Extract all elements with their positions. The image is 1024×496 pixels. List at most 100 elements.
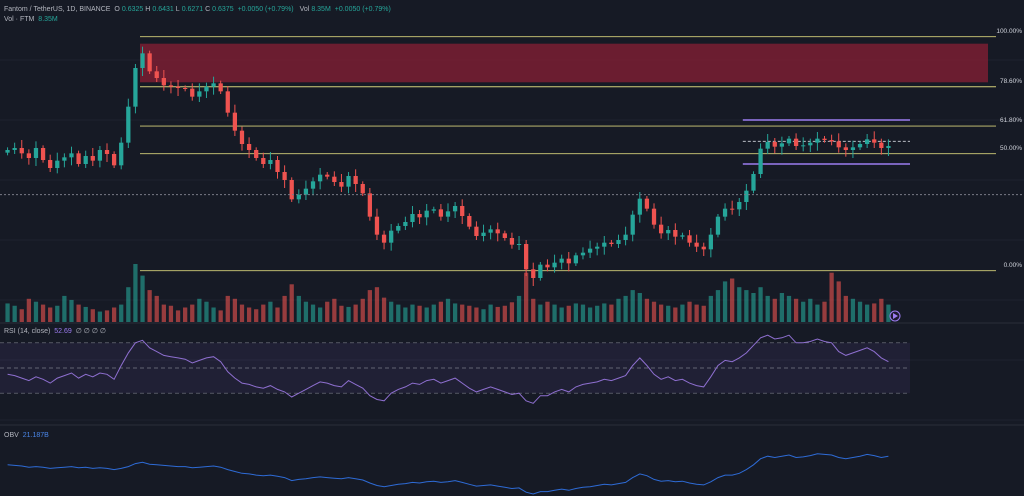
rsi-pane (0, 334, 910, 404)
volume-bar (12, 305, 17, 322)
candle-body (730, 208, 735, 210)
grid-lines (0, 59, 1024, 426)
ohlc-value: 0.6431 (152, 6, 174, 13)
replay-marker-icon[interactable] (889, 310, 901, 322)
supply-zone-rect[interactable] (140, 43, 988, 83)
volume-bar (865, 304, 870, 322)
volume-bar (374, 287, 380, 322)
volume-bar (40, 304, 46, 322)
volume-bar (452, 303, 458, 322)
volume-bar (211, 307, 216, 322)
candle-body (339, 182, 344, 187)
candle-body (97, 150, 103, 161)
volume-bar (502, 305, 507, 322)
candle-body (225, 91, 230, 113)
candle-body (857, 144, 863, 148)
volume-bar (687, 301, 692, 322)
candle-body (438, 209, 444, 217)
volume-bar (850, 298, 856, 322)
candle-body (40, 148, 46, 160)
volume-bar (516, 295, 522, 322)
volume-bar (580, 304, 586, 322)
candle-body (76, 153, 81, 164)
fib-level-label: 78.60% (999, 77, 1022, 85)
candle-body (232, 112, 238, 131)
volume-bar (175, 310, 181, 322)
volume-bar (204, 301, 209, 322)
candle-body (538, 264, 543, 278)
volume-bar (793, 298, 799, 322)
volume-bar (701, 305, 706, 322)
range-channel[interactable] (742, 119, 910, 165)
candle-body (254, 150, 259, 158)
volume-bar (637, 293, 642, 322)
volume-bar (438, 301, 444, 322)
candle-body (12, 148, 17, 150)
volume-bar (708, 295, 713, 322)
volume-bar (62, 295, 67, 322)
volume-bar (403, 307, 408, 322)
volume-bar (573, 303, 579, 322)
symbol-title[interactable]: Fantom / TetherUS, 1D, BINANCE (4, 6, 111, 13)
candle-body (211, 83, 216, 87)
volume-bar (325, 301, 330, 322)
candle-body (246, 144, 252, 150)
volume-bar (168, 305, 174, 322)
obv-label[interactable]: OBV (4, 432, 19, 439)
candle-body (623, 234, 628, 240)
volume-bar (836, 281, 841, 322)
candle-body (758, 148, 763, 174)
volume-legend: Vol · FTM 8.35M (4, 15, 60, 24)
replay-arrow (893, 313, 898, 319)
rsi-label[interactable]: RSI (14, close) (4, 328, 51, 335)
volume-bar (90, 309, 95, 322)
candle-body (595, 246, 600, 249)
candle-body (239, 130, 245, 144)
volume-bar (26, 298, 31, 322)
candle-body (829, 140, 834, 142)
candle-body (687, 235, 692, 243)
volume-bar (289, 284, 294, 322)
volume-bar (332, 298, 337, 322)
ohlc-key: H (145, 6, 151, 13)
candle-body (261, 158, 266, 164)
volume-bar (431, 304, 436, 322)
volume-bar (524, 272, 529, 322)
volume-bar (658, 304, 664, 322)
candle-body (90, 156, 95, 161)
volume-bar (381, 297, 387, 322)
volume-bar (786, 295, 792, 322)
volume-bar (261, 304, 266, 322)
candle-body (310, 181, 316, 189)
volume-bar (623, 295, 628, 322)
candle-body (701, 246, 706, 250)
volume-bar (232, 298, 238, 322)
volume-bar (815, 304, 820, 322)
candle-body (793, 138, 799, 146)
obv-pane (7, 453, 889, 495)
volume-bar (5, 303, 10, 322)
candle-body (467, 216, 472, 227)
volume-bar (474, 307, 479, 322)
volume-bar (630, 290, 635, 322)
volume-label[interactable]: Vol · FTM (4, 16, 35, 23)
volume-bar (872, 303, 877, 322)
candle-body (772, 142, 777, 147)
volume-bar (282, 295, 287, 322)
volume-bar (509, 302, 515, 322)
candle-body (410, 214, 415, 222)
volume-bar (254, 309, 259, 322)
candle-body (296, 194, 301, 200)
candle-body (197, 91, 202, 97)
candle-body (474, 226, 479, 236)
fib-level-label: 50.00% (999, 144, 1022, 152)
candle-body (708, 234, 713, 250)
candle-body (268, 160, 273, 164)
volume-bar (566, 305, 571, 322)
volume-bar (197, 298, 202, 322)
volume-bar (666, 305, 671, 322)
candle-body (452, 206, 458, 212)
volume-bar (360, 298, 365, 322)
volume-bar (488, 304, 493, 322)
